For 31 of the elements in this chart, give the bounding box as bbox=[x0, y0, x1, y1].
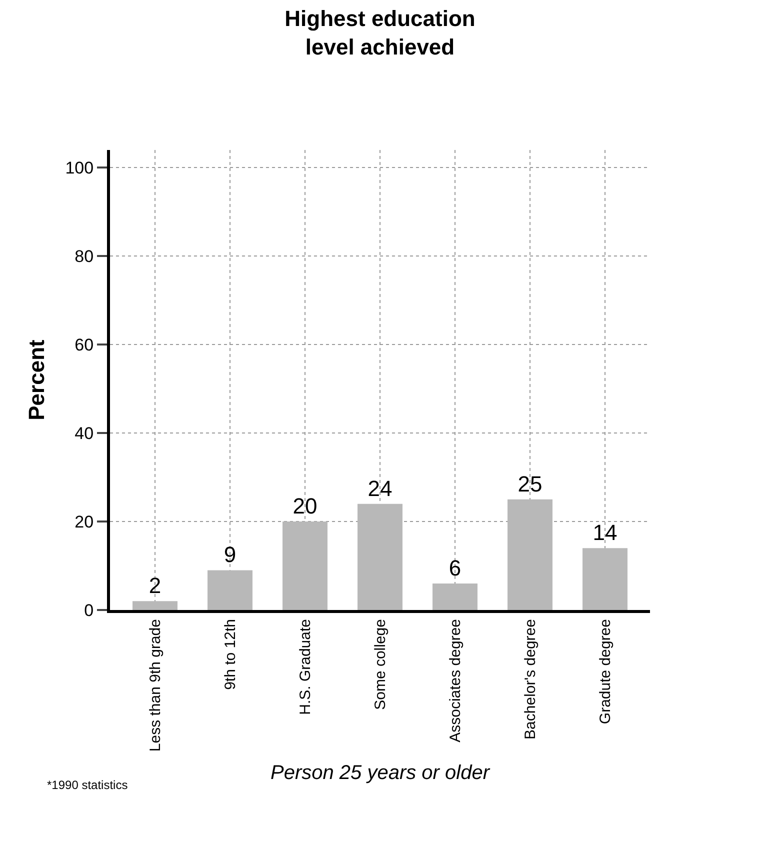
x-tick-label: 9th to 12th bbox=[222, 619, 239, 690]
bar bbox=[282, 522, 328, 610]
bar bbox=[582, 548, 628, 610]
bar bbox=[432, 583, 478, 610]
y-tick-label: 60 bbox=[74, 336, 94, 355]
chart-title: Highest education level achieved bbox=[284, 6, 476, 60]
x-tick-label: H.S. Graduate bbox=[296, 619, 314, 715]
data-label: 2 bbox=[148, 573, 162, 598]
y-tick-label: 20 bbox=[74, 512, 94, 532]
bar bbox=[132, 601, 178, 610]
x-tick-label: Associates degree bbox=[446, 619, 464, 742]
x-tick-label: Less than 9th grade bbox=[146, 619, 164, 752]
data-label: 14 bbox=[592, 520, 618, 546]
y-tick-label: 40 bbox=[74, 424, 94, 444]
y-tick-label: 80 bbox=[74, 247, 94, 266]
y-axis-title: Percent bbox=[24, 338, 50, 420]
x-tick-label: Gradute degree bbox=[596, 619, 614, 724]
x-axis-title: Person 25 years or older bbox=[270, 762, 491, 784]
text: *1990 statistics bbox=[47, 778, 128, 792]
bar bbox=[208, 570, 252, 610]
data-label: 24 bbox=[368, 476, 392, 501]
data-label: 9 bbox=[224, 542, 236, 568]
data-label: 6 bbox=[448, 555, 462, 580]
x-tick-label: Some college bbox=[372, 619, 389, 710]
data-label: 25 bbox=[518, 471, 542, 496]
data-label: 20 bbox=[292, 494, 318, 519]
y-tick-label: 0 bbox=[84, 600, 94, 620]
x-tick-label: Bachelor's degree bbox=[522, 619, 539, 740]
bar bbox=[358, 504, 402, 610]
y-tick-label: 100 bbox=[65, 158, 94, 178]
bar bbox=[508, 499, 552, 610]
